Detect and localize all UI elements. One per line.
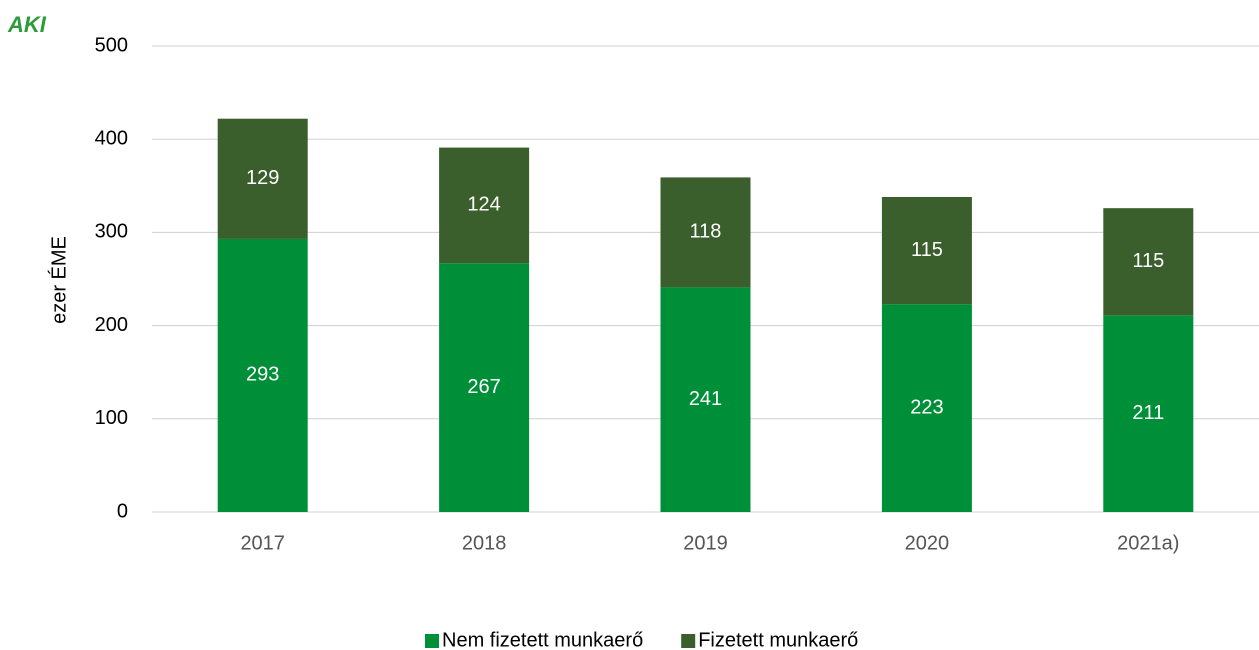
data-label: 115 (1132, 250, 1164, 272)
bar-segment (1103, 208, 1194, 316)
data-label: 241 (689, 388, 722, 410)
bar-segment (1103, 315, 1194, 512)
x-tick-label: 2020 (905, 532, 950, 554)
y-tick-label: 0 (117, 500, 128, 522)
data-label: 223 (910, 396, 943, 418)
x-tick-label: 2017 (240, 532, 285, 554)
bar-segment (660, 177, 751, 288)
legend-label: Fizetett munkaerő (698, 629, 858, 650)
data-label: 129 (246, 167, 279, 189)
y-tick-label: 200 (95, 314, 128, 336)
bar-segment (881, 196, 972, 305)
y-tick-label: 400 (95, 127, 128, 149)
legend-label: Nem fizetett munkaerő (442, 629, 643, 650)
y-axis-label: ezer ÉME (47, 236, 70, 324)
legend-swatch (425, 634, 439, 648)
bar-segment (217, 238, 308, 512)
logo: AKI (7, 12, 47, 37)
y-tick-label: 300 (95, 221, 128, 243)
bar-segment (217, 118, 308, 239)
x-tick-label: 2018 (462, 532, 507, 554)
x-tick-label: 2019 (683, 532, 728, 554)
data-label: 211 (1132, 402, 1164, 424)
data-label: 267 (467, 376, 500, 398)
x-tick-label: 2021a) (1117, 532, 1179, 554)
bar-segment (881, 304, 972, 512)
bar-segment (439, 147, 530, 264)
bar-segment (660, 287, 751, 512)
y-tick-label: 500 (95, 34, 128, 56)
legend-swatch (681, 634, 696, 648)
data-label: 124 (467, 194, 500, 216)
data-label: 115 (911, 239, 943, 261)
data-label: 293 (246, 364, 279, 386)
bar-segment (439, 263, 530, 512)
data-label: 118 (690, 221, 722, 243)
y-tick-label: 100 (95, 407, 128, 429)
